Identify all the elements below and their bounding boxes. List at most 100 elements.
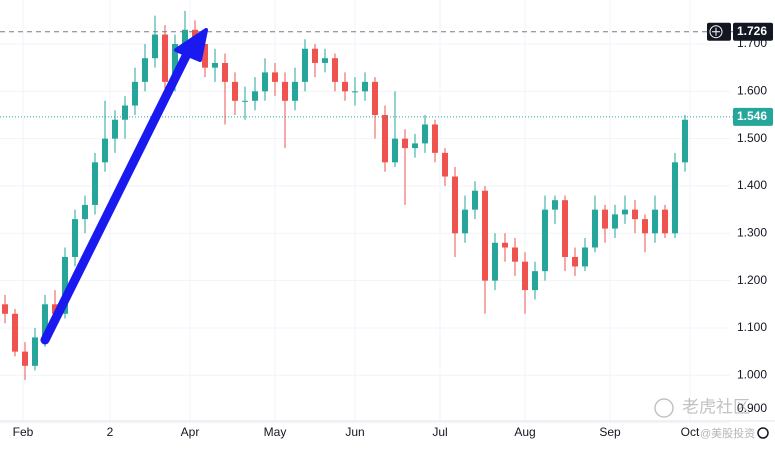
arrow-shaft	[40, 47, 193, 345]
y-tick-label: 1.200	[737, 273, 767, 287]
candle-body	[432, 124, 438, 153]
x-tick-label: Apr	[181, 425, 200, 439]
candle-body	[442, 152, 448, 177]
candle-body	[482, 190, 488, 281]
candle-body	[682, 119, 688, 163]
watermark: 老虎社区	[682, 397, 750, 416]
overlay: 0.900 1.000 1.100 1.200 1.300 1.400 1.500 1.600…	[13, 22, 773, 440]
candle-body	[152, 34, 158, 59]
candle-body	[652, 209, 658, 234]
candle-body	[622, 209, 628, 215]
candle-body	[52, 304, 58, 314]
watermark-sub: @美股投资	[700, 426, 755, 440]
candle-body	[222, 62, 228, 82]
candle-body	[362, 81, 368, 92]
candle-body	[662, 209, 668, 234]
y-tick-label: 0.900	[737, 401, 767, 415]
x-tick-label: May	[264, 425, 287, 439]
trend-arrow	[40, 28, 208, 345]
x-tick-label: Jul	[432, 425, 447, 439]
price-label: 1.726	[737, 24, 767, 38]
candle-body	[252, 91, 258, 101]
candle-body	[632, 209, 638, 220]
candle-body	[642, 219, 648, 234]
y-tick-label: 1.500	[737, 131, 767, 145]
candle-body	[182, 29, 188, 45]
y-tick-label: 1.600	[737, 84, 767, 98]
candle-body	[532, 271, 538, 291]
candle-body	[262, 72, 268, 92]
candle-body	[402, 138, 408, 149]
candle-body	[322, 58, 328, 63]
candle-body	[292, 81, 298, 101]
x-tick-label: Jun	[345, 425, 364, 439]
x-tick-label: 2	[107, 425, 114, 439]
candle-body	[492, 242, 498, 281]
candle-body	[412, 143, 418, 149]
gear[interactable]	[757, 427, 769, 439]
candle-body	[232, 81, 238, 101]
candle-body	[672, 162, 678, 234]
arrow-head	[174, 28, 208, 62]
candle-body	[102, 138, 108, 163]
price-label-box	[733, 107, 773, 126]
candle-body	[342, 81, 348, 92]
candle-body	[172, 44, 178, 82]
candle-body	[302, 48, 308, 82]
settings-icon[interactable]	[757, 427, 769, 439]
candle-body	[42, 304, 48, 338]
price-label: 1.546	[737, 109, 767, 123]
candle-body	[332, 58, 338, 82]
candle-body	[92, 162, 98, 205]
candle-body	[282, 81, 288, 101]
watermark-logo	[654, 398, 674, 418]
candle-body	[562, 200, 568, 257]
candle-body	[592, 209, 598, 248]
candle-body	[72, 219, 78, 257]
candle-body	[122, 105, 128, 120]
candle-body	[82, 204, 88, 220]
x-tick-label: Aug	[514, 425, 535, 439]
candle-body	[582, 247, 588, 267]
candle-body	[142, 58, 148, 82]
candle-body	[32, 337, 38, 366]
price-label-box	[733, 22, 773, 41]
candle-body	[12, 313, 18, 352]
candle-body	[612, 214, 618, 229]
candle-body	[162, 34, 168, 82]
candle-body	[462, 209, 468, 234]
plot	[0, 10, 733, 381]
candle-body	[212, 62, 218, 68]
candle-body	[132, 81, 138, 106]
x-tick-label: Feb	[13, 425, 34, 439]
candle-body	[62, 256, 68, 314]
candle-body	[422, 124, 428, 144]
y-tick-label: 1.400	[737, 178, 767, 192]
candle-body	[392, 138, 398, 163]
candle-body	[352, 91, 358, 93]
candle-body	[502, 242, 508, 248]
candle-body	[512, 247, 518, 262]
candle-body	[572, 256, 578, 267]
candle-body	[372, 81, 378, 115]
x-tick-label: Sep	[599, 425, 621, 439]
candle-body	[522, 261, 528, 291]
candle-body	[472, 190, 478, 210]
y-tick-label: 1.000	[737, 367, 767, 381]
candle-body	[552, 200, 558, 210]
candle-body	[272, 72, 278, 82]
candle-body	[202, 44, 208, 68]
add-button-plus	[712, 27, 720, 36]
y-tick-label: 1.300	[737, 225, 767, 239]
candle-body	[602, 209, 608, 229]
candle-body	[242, 100, 248, 102]
y-tick-label: 1.100	[737, 320, 767, 334]
add-button	[709, 25, 723, 39]
candle-body	[312, 48, 318, 63]
candle-body	[112, 119, 118, 139]
candle-body	[382, 114, 388, 163]
candle-body	[542, 209, 548, 272]
candle-body	[452, 176, 458, 234]
